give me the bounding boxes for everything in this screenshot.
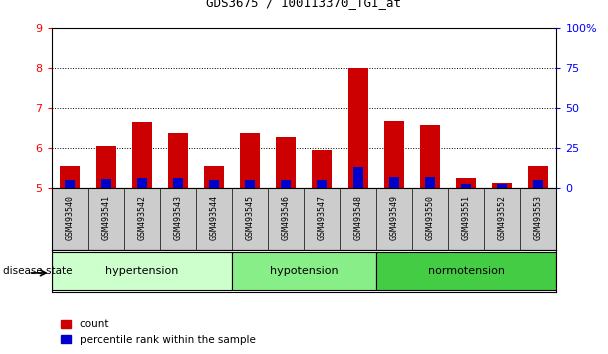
Text: GSM493540: GSM493540 — [65, 195, 74, 240]
Text: GSM493541: GSM493541 — [102, 195, 110, 240]
Bar — [232, 252, 376, 290]
Text: hypotension: hypotension — [270, 266, 338, 276]
Text: GSM493547: GSM493547 — [317, 195, 326, 240]
Bar — [281, 180, 291, 188]
Bar — [312, 150, 332, 188]
Bar — [96, 146, 116, 188]
Bar — [240, 133, 260, 188]
Bar — [209, 181, 219, 188]
Bar — [348, 68, 368, 188]
Bar — [317, 181, 327, 188]
Text: GSM493543: GSM493543 — [173, 195, 182, 240]
Bar — [497, 184, 507, 188]
Bar — [52, 252, 232, 290]
Bar — [168, 133, 188, 188]
Legend: count, percentile rank within the sample: count, percentile rank within the sample — [57, 315, 260, 349]
Bar — [456, 178, 476, 188]
Bar — [425, 177, 435, 188]
Text: hypertension: hypertension — [105, 266, 179, 276]
Bar — [528, 166, 548, 188]
Text: GSM493542: GSM493542 — [137, 195, 147, 240]
Text: disease state: disease state — [3, 266, 72, 276]
Text: normotension: normotension — [427, 266, 505, 276]
Bar — [276, 137, 296, 188]
Bar — [461, 184, 471, 188]
Bar — [173, 178, 183, 188]
Bar — [204, 166, 224, 188]
Bar — [533, 181, 544, 188]
Bar — [389, 177, 399, 188]
Bar — [420, 125, 440, 188]
Bar — [245, 181, 255, 188]
Bar — [64, 181, 75, 188]
Text: GSM493545: GSM493545 — [246, 195, 254, 240]
Text: GSM493544: GSM493544 — [209, 195, 218, 240]
Text: GSM493546: GSM493546 — [282, 195, 291, 240]
Bar — [132, 122, 152, 188]
Text: GSM493551: GSM493551 — [461, 195, 471, 240]
Text: GSM493549: GSM493549 — [390, 195, 399, 240]
Text: GSM493553: GSM493553 — [534, 195, 543, 240]
Text: GSM493550: GSM493550 — [426, 195, 435, 240]
Bar — [384, 121, 404, 188]
Bar — [376, 252, 556, 290]
Bar — [137, 178, 147, 188]
Text: GSM493552: GSM493552 — [498, 195, 506, 240]
Bar — [101, 179, 111, 188]
Text: GDS3675 / 100113370_TGI_at: GDS3675 / 100113370_TGI_at — [207, 0, 401, 9]
Text: GSM493548: GSM493548 — [354, 195, 362, 240]
Bar — [492, 183, 512, 188]
Bar — [353, 167, 363, 188]
Bar — [60, 166, 80, 188]
